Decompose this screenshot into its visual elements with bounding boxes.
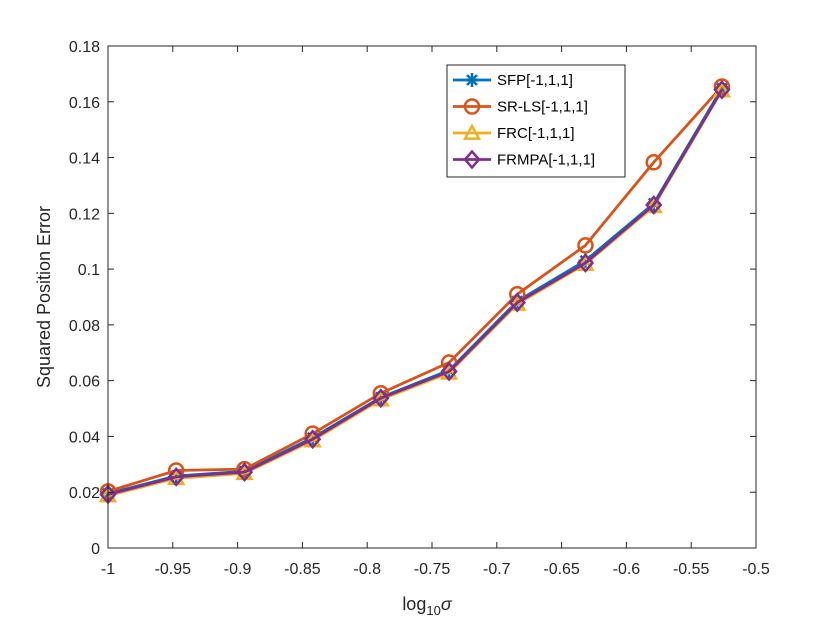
plot-background	[108, 46, 756, 548]
diamond-marker	[440, 361, 458, 382]
x-tick-label: -0.6	[613, 561, 641, 578]
diamond-marker	[645, 195, 663, 215]
diamond-marker	[463, 149, 481, 170]
series-line	[107, 85, 723, 493]
y-tick-label: 0.16	[69, 95, 100, 112]
diamond-marker	[372, 388, 390, 409]
x-axis-title-main: log	[402, 594, 426, 614]
legend-label: FRMPA[-1,1,1]	[497, 152, 595, 169]
diamond-marker	[167, 466, 185, 487]
x-tick-label: -0.85	[284, 561, 321, 578]
x-tick-label: -0.75	[414, 561, 451, 578]
x-tick-label: -0.7	[483, 561, 511, 578]
x-tick-label: -0.65	[543, 561, 580, 578]
circle-marker	[645, 154, 662, 171]
y-tick-label: 0.12	[69, 206, 100, 223]
x-axis-title-symbol: σ	[441, 594, 453, 614]
y-axis: 0 0.02 0.04 0.06 0.08 0.1 0.12 0.14 0.16 0.18	[69, 39, 756, 558]
x-axis-title: log10σ	[402, 594, 453, 618]
x-axis-title-subscript: 10	[426, 603, 440, 618]
x-tick-label: -0.5	[742, 561, 770, 578]
x-tick-label: -1	[101, 561, 115, 578]
circle-marker	[713, 78, 731, 95]
legend-label: SR-LS[-1,1,1]	[497, 99, 588, 116]
asterisk-marker	[465, 73, 479, 87]
circle-marker	[577, 237, 594, 254]
legend-label: SFP[-1,1,1]	[497, 72, 573, 89]
legend-item: SR-LS[-1,1,1]	[453, 98, 588, 116]
y-tick-label: 0.02	[69, 485, 100, 502]
x-tick-label: -0.8	[353, 561, 381, 578]
diamond-marker	[303, 429, 322, 450]
legend: SFP[-1,1,1] SR-LS[-1,1,1] FRC[-1,1,1] FRMPA…	[446, 64, 626, 178]
y-tick-label: 0	[91, 541, 100, 558]
diamond-marker	[713, 79, 731, 100]
series-diamond	[99, 79, 731, 505]
legend-item: FRC[-1,1,1]	[453, 123, 575, 142]
circle-marker	[463, 98, 481, 115]
x-tick-label: -0.9	[224, 561, 252, 578]
triangle-marker	[462, 123, 482, 140]
y-tick-label: 0.18	[69, 39, 100, 56]
y-axis-title: Squared Position Error	[34, 206, 54, 388]
y-tick-label: 0.14	[69, 151, 100, 168]
legend-item: SFP[-1,1,1]	[453, 72, 573, 89]
plot-area	[108, 46, 756, 548]
asterisk-marker	[578, 253, 593, 268]
series-layer	[98, 78, 732, 505]
y-tick-label: 0.06	[69, 374, 100, 391]
y-tick-label: 0.08	[69, 318, 100, 335]
x-tick-label: -0.55	[673, 561, 710, 578]
diamond-marker	[235, 462, 254, 483]
diamond-marker	[508, 292, 526, 313]
x-axis: -1 -0.95 -0.9 -0.85 -0.8 -0.75 -0.7 -0.65 -0.6 -0…	[101, 46, 770, 578]
series-line	[107, 89, 724, 496]
y-tick-label: 0.1	[78, 262, 100, 279]
y-tick-label: 0.04	[69, 429, 100, 446]
x-tick-label: -0.95	[155, 561, 192, 578]
diamond-marker	[576, 253, 595, 273]
legend-item: FRMPA[-1,1,1]	[453, 149, 595, 170]
legend-label: FRC[-1,1,1]	[497, 125, 575, 142]
